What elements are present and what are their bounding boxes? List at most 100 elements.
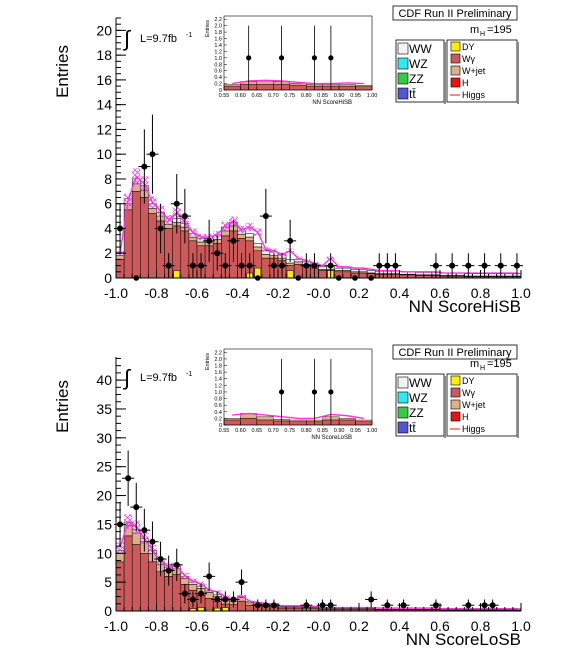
data-point — [214, 596, 221, 603]
inset-wgamma-bar — [338, 85, 356, 91]
mass-label: m — [470, 24, 479, 36]
y-tick-label: 5 — [104, 574, 112, 590]
y-tick-label: 2 — [104, 245, 112, 261]
mass-sub: H — [480, 365, 485, 372]
dy-bar — [222, 607, 229, 612]
y-tick-label: 6 — [104, 196, 112, 212]
inset-plot: 00.20.40.60.81.01.21.41.61.82.02.2 0.55 0.… — [200, 10, 378, 106]
legend-swatch — [397, 406, 409, 419]
inset-wjet-bar — [256, 416, 274, 421]
inset-wjet-bar — [355, 84, 373, 87]
legend-swatch — [397, 421, 409, 434]
y-tick-label: 35 — [96, 401, 112, 417]
data-point — [319, 602, 326, 609]
chart-title: CDF Run II Preliminary — [398, 347, 512, 359]
inset-data-point — [311, 55, 318, 61]
wjet-bar — [115, 255, 125, 260]
x-tick-label: 0.2 — [349, 618, 369, 634]
y-tick-label: 20 — [96, 22, 112, 38]
legend-swatch — [450, 399, 461, 410]
data-point — [465, 602, 472, 609]
inset-wgamma-bar — [355, 86, 373, 91]
inset-x-tick-label: 0.60 — [235, 93, 246, 99]
data-point — [327, 602, 334, 609]
legend-label: tt̄ — [409, 87, 416, 101]
data-point — [432, 262, 439, 269]
y-tick-label: 14 — [96, 97, 112, 113]
title-frame — [392, 344, 518, 360]
inset-data-point — [246, 55, 252, 61]
x-tick-label: 0.6 — [430, 285, 450, 301]
higgs-model-line — [119, 175, 517, 274]
legend-label: ZZ — [409, 72, 424, 86]
x-tick-label: 0.6 — [430, 618, 450, 634]
legend-swatch — [397, 57, 409, 70]
inset-wgamma-bar — [240, 418, 258, 426]
title-frame — [392, 5, 518, 21]
data-point — [400, 602, 407, 609]
x-tick-label: -0.4 — [225, 618, 249, 634]
legend-label: DY — [462, 42, 475, 52]
inset-y-tick-label: 2.0 — [214, 357, 222, 363]
x-tick-label: -0.0 — [306, 285, 330, 301]
data-point — [238, 579, 245, 586]
inset-data-point — [328, 55, 334, 61]
y-tick-label: 18 — [96, 47, 112, 63]
mass-sub: H — [480, 31, 485, 38]
wjet-bar — [131, 532, 141, 545]
data-point — [481, 262, 488, 269]
data-point — [270, 602, 277, 609]
x-tick-label: -1.0 — [104, 618, 128, 634]
data-point — [303, 602, 310, 609]
ww-bar — [342, 267, 352, 271]
legend-swatch — [397, 391, 409, 404]
inset-x-tick-label: 0.95 — [350, 428, 361, 434]
luminosity-label: L=9.7fb — [140, 372, 177, 384]
data-point — [246, 262, 253, 269]
inset-wjet-bar — [256, 80, 274, 85]
y-tick-label: 4 — [104, 220, 112, 236]
wgamma-bar — [342, 271, 352, 279]
legend-swatch — [450, 387, 461, 398]
data-point — [181, 590, 188, 597]
data-point — [198, 262, 205, 269]
data-point — [303, 262, 310, 269]
inset-y-tick-label: 0.2 — [214, 82, 222, 88]
x-tick-label: 0.4 — [390, 285, 410, 301]
data-point — [133, 504, 140, 511]
ww-bar — [293, 259, 303, 263]
legend-swatch — [450, 77, 461, 88]
wgamma-bar — [156, 571, 165, 612]
legend-right-shadow — [517, 42, 519, 104]
wjet-bar — [148, 208, 157, 214]
data-point — [141, 163, 148, 170]
inset-wjet-bar — [338, 84, 356, 87]
inset-wgamma-bar — [256, 419, 274, 426]
inset-x-tick-label: 0.55 — [219, 428, 230, 434]
y-tick-label: 0 — [104, 270, 112, 286]
y-tick-label: 0 — [104, 603, 112, 619]
data-point — [481, 602, 488, 609]
y-tick-label: 20 — [96, 488, 112, 504]
wgamma-bar — [245, 604, 254, 612]
inset-x-tick-label: 0.60 — [235, 428, 246, 434]
legend-label: H — [462, 78, 469, 88]
wgamma-bar — [123, 535, 133, 612]
data-point — [392, 262, 399, 269]
y-tick-label: 30 — [96, 430, 112, 446]
data-point — [222, 596, 229, 603]
inset-y-tick-label: 0.6 — [214, 403, 222, 409]
wjet-bar — [164, 224, 173, 229]
inset-wgamma-bar — [355, 421, 373, 426]
inset-wgamma-bar — [289, 84, 307, 91]
data-point — [230, 596, 237, 603]
inset-y-title: Entries — [205, 353, 211, 370]
inset-x-tick-label: 0.85 — [317, 93, 328, 99]
inset-y-tick-label: 1.8 — [214, 364, 222, 370]
data-point — [125, 475, 132, 482]
inset-y-tick-label: 1.0 — [214, 56, 222, 62]
legend-swatch — [397, 376, 409, 389]
y-tick-label: 15 — [96, 516, 112, 532]
inset-wgamma-bar — [256, 84, 274, 91]
